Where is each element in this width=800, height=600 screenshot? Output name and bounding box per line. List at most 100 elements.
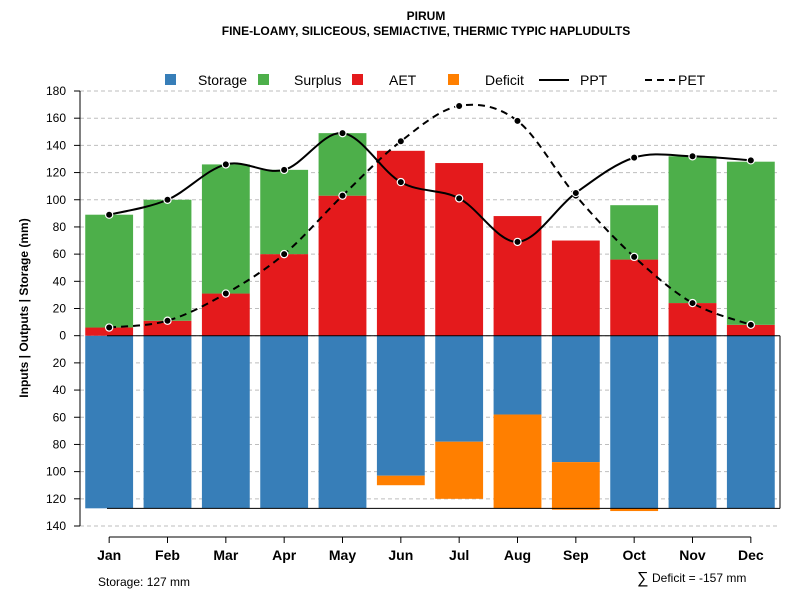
aet-bar <box>726 324 775 336</box>
x-tick-label: Oct <box>622 547 646 563</box>
ppt-point <box>221 160 231 169</box>
surplus-bar <box>201 164 250 294</box>
pet-point <box>513 116 522 126</box>
pet-point <box>629 252 639 262</box>
deficit-bar <box>551 462 600 510</box>
y-tick-label: 80 <box>53 220 67 234</box>
deficit-bar <box>610 508 659 512</box>
x-tick-label: Dec <box>738 547 764 563</box>
legend-label: Storage <box>198 72 247 88</box>
y-tick-label: 120 <box>46 492 66 506</box>
legend-swatch <box>448 74 459 85</box>
ppt-point <box>104 210 114 219</box>
pet-point <box>338 191 347 200</box>
x-tick-label: May <box>329 547 356 563</box>
legend-label: AET <box>389 72 417 88</box>
pet-point <box>163 316 172 325</box>
y-tick-label: 20 <box>53 356 67 370</box>
ppt-point <box>454 194 464 203</box>
pet-point <box>454 101 464 111</box>
surplus-bar <box>318 133 367 196</box>
chart-subtitle: FINE-LOAMY, SILICEOUS, SEMIACTIVE, THERM… <box>222 24 630 38</box>
legend-swatch <box>258 74 269 85</box>
surplus-bar <box>726 161 775 325</box>
y-tick-label: 40 <box>53 383 67 397</box>
legend-label: PET <box>678 72 706 88</box>
y-tick-label: 140 <box>46 138 66 152</box>
lines-group <box>104 101 756 332</box>
storage-bar <box>318 335 367 509</box>
aet-bar <box>201 293 250 336</box>
deficit-bar <box>435 441 484 499</box>
legend-label: Deficit <box>485 72 524 88</box>
y-tick-label: 120 <box>46 166 66 180</box>
deficit-annotation: Deficit = -157 mm <box>652 571 746 585</box>
x-tick-label: Jun <box>388 547 413 563</box>
surplus-bar <box>143 199 192 321</box>
ppt-point <box>338 128 347 138</box>
y-tick-label: 140 <box>46 519 66 533</box>
y-tick-label: 160 <box>46 111 66 125</box>
x-tick-label: Aug <box>504 547 531 563</box>
storage-bar <box>435 335 484 442</box>
surplus-bar <box>85 214 134 328</box>
chart-legend: Storage Surplus AET Deficit PPT PET <box>165 72 706 88</box>
x-tick-label: Nov <box>679 547 706 563</box>
legend-label: PPT <box>580 72 608 88</box>
x-tick-label: Feb <box>155 547 180 563</box>
ppt-point <box>163 195 172 204</box>
legend-label: Surplus <box>294 72 341 88</box>
storage-bar <box>726 335 775 509</box>
y-tick-label: 100 <box>46 193 66 207</box>
pet-point <box>746 320 756 330</box>
y-axis-label: Inputs | Outputs | Storage (mm) <box>17 218 31 397</box>
y-tick-label: 180 <box>46 84 66 98</box>
y-tick-label: 80 <box>53 437 67 451</box>
grid-lines <box>80 90 780 527</box>
storage-bar <box>85 335 134 509</box>
deficit-bar <box>493 414 542 509</box>
pet-point <box>396 137 406 146</box>
storage-bar <box>143 335 192 509</box>
legend-swatch <box>352 74 363 85</box>
storage-bar <box>493 335 542 415</box>
surplus-bar <box>668 156 717 304</box>
y-axis: 180 160 140 120 100 80 60 40 20 0 20 40 60 80 100 120 14… <box>46 84 81 533</box>
x-tick-label: Mar <box>213 547 238 563</box>
storage-bar <box>610 335 659 509</box>
ppt-point <box>396 177 406 187</box>
y-tick-label: 20 <box>53 302 67 316</box>
aet-bar <box>143 320 192 336</box>
ppt-point <box>746 156 756 165</box>
storage-annotation: Storage: 127 mm <box>98 575 190 589</box>
bars-group <box>85 133 781 512</box>
storage-bar <box>201 335 250 509</box>
y-tick-label: 100 <box>46 465 66 479</box>
ppt-point <box>688 152 697 161</box>
x-tick-label: Apr <box>272 547 297 563</box>
aet-bar <box>435 163 484 336</box>
storage-bar <box>551 335 600 463</box>
ppt-point <box>279 165 289 175</box>
chart-title: PIRUM <box>407 9 446 23</box>
aet-bar <box>668 303 717 336</box>
deficit-bar <box>376 475 425 486</box>
ppt-point <box>571 188 581 198</box>
legend-swatch <box>165 74 176 85</box>
x-tick-label: Jul <box>449 547 469 563</box>
x-tick-label: Jan <box>97 547 121 563</box>
y-tick-label: 0 <box>59 329 66 343</box>
pet-point <box>221 289 231 298</box>
pet-point <box>104 323 114 332</box>
storage-bar <box>668 335 717 509</box>
pet-point <box>279 249 289 259</box>
y-tick-label: 60 <box>53 247 67 261</box>
storage-bar <box>376 335 425 476</box>
ppt-point <box>513 237 522 247</box>
storage-bar <box>260 335 309 509</box>
deficit-symbol: ∑ <box>637 570 648 587</box>
ppt-point <box>629 153 639 162</box>
x-axis: Jan Feb Mar Apr May Jun Jul Aug Sep Oct Nov Dec <box>97 536 764 563</box>
surplus-bar <box>260 169 309 255</box>
